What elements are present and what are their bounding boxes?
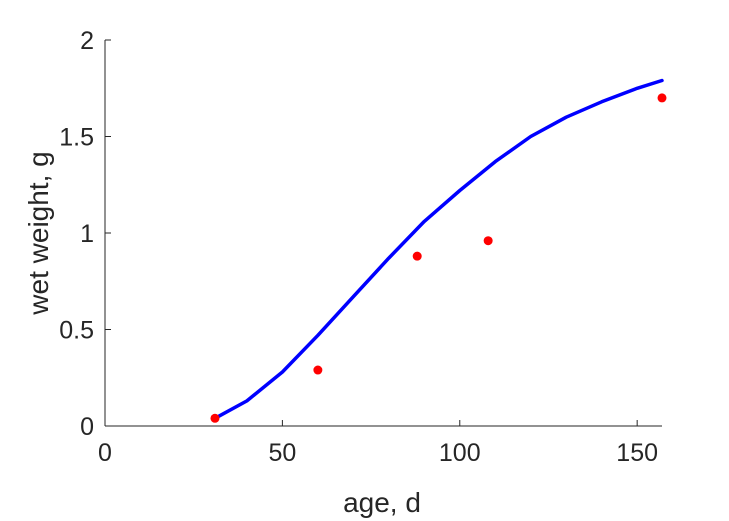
y-tick-label: 0 [80, 413, 94, 441]
series-layer [210, 78, 667, 423]
x-tick-label: 100 [439, 439, 481, 467]
data-point [313, 365, 323, 375]
data-point [412, 251, 422, 261]
y-tick-label: 1 [80, 220, 94, 248]
data-point [210, 413, 220, 423]
fit-curve [213, 78, 664, 421]
x-tick-label: 150 [616, 439, 658, 467]
y-tick-label: 0.5 [59, 317, 94, 345]
y-tick-label: 1.5 [59, 124, 94, 152]
y-axis-label: wet weight, g [23, 151, 54, 315]
ticks-layer: 0 50 100 150 0 0.5 1 1.5 2 [59, 27, 658, 467]
axes [104, 40, 662, 427]
y-tick-label: 2 [80, 27, 94, 55]
data-point [657, 93, 667, 103]
x-tick-label: 50 [268, 439, 296, 467]
x-tick-label: 0 [98, 439, 112, 467]
x-axis-label: age, d [343, 487, 421, 518]
data-point [483, 236, 493, 246]
